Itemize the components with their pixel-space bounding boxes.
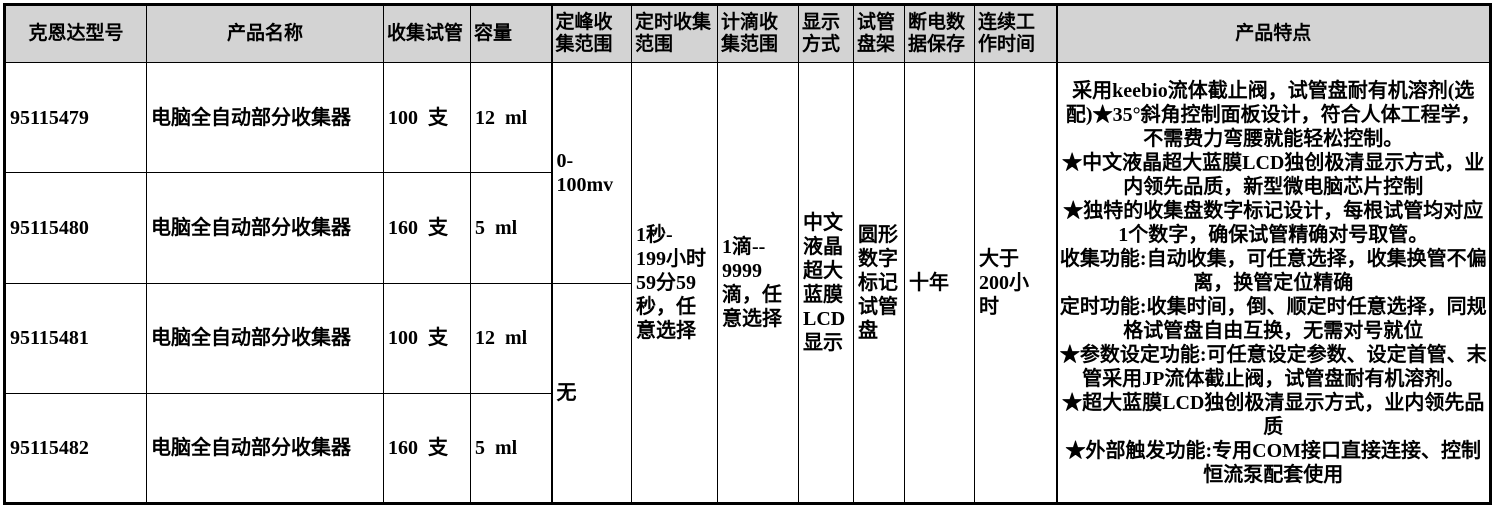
features-cell: 采用keebio流体截止阀，试管盘耐有机溶剂(选配)★35°斜角控制面板设计，符… bbox=[1055, 62, 1491, 504]
tubes-cell: 100 支 bbox=[383, 61, 471, 174]
product-name-cell: 电脑全自动部分收集器 bbox=[146, 392, 384, 505]
tubes-cell: 160 支 bbox=[383, 392, 471, 505]
header-model: 克恩达型号 bbox=[4, 4, 147, 63]
display-mode-cell: 中文 液晶 超大 蓝膜 LCD 显示 bbox=[798, 62, 854, 504]
header-display-mode: 显示方式 bbox=[798, 4, 854, 63]
peak-range-cell-top: 0- 100mv bbox=[550, 62, 632, 284]
header-tube-rack: 试管盘架 bbox=[853, 4, 905, 63]
product-name-cell: 电脑全自动部分收集器 bbox=[146, 61, 384, 174]
tubes-cell: 160 支 bbox=[383, 172, 471, 284]
capacity-cell: 5 ml bbox=[470, 392, 552, 505]
header-timed-range: 定时收集范围 bbox=[631, 4, 718, 63]
drop-range-cell: 1滴-- 9999 滴，任 意选择 bbox=[717, 62, 799, 504]
capacity-cell: 12 ml bbox=[470, 282, 552, 394]
header-data-retention: 断电数据保存 bbox=[904, 4, 975, 63]
model-cell: 95115481 bbox=[4, 282, 147, 394]
tubes-cell: 100 支 bbox=[383, 282, 471, 394]
header-peak-range: 定峰收集范围 bbox=[550, 4, 632, 63]
product-name-cell: 电脑全自动部分收集器 bbox=[146, 172, 384, 284]
model-cell: 95115482 bbox=[4, 392, 147, 505]
peak-range-cell-bottom: 无 bbox=[550, 282, 632, 504]
header-work-time: 连续工作时间 bbox=[974, 4, 1057, 63]
header-features: 产品特点 bbox=[1055, 4, 1491, 63]
tube-rack-cell: 圆形 数字 标记 试管 盘 bbox=[853, 62, 905, 504]
table-row: 95115480 电脑全自动部分收集器 160 支 5 ml bbox=[4, 172, 1491, 284]
header-capacity: 容量 bbox=[470, 4, 552, 63]
data-retention-cell: 十年 bbox=[904, 62, 975, 504]
model-cell: 95115479 bbox=[4, 61, 147, 174]
product-spec-table: 克恩达型号 产品名称 收集试管 容量 定峰收集范围 定时收集范围 计滴收集范围 … bbox=[3, 3, 1492, 505]
table-row: 95115479 电脑全自动部分收集器 100 支 12 ml 0- 100mv… bbox=[4, 61, 1491, 504]
header-product-name: 产品名称 bbox=[146, 4, 384, 63]
model-cell: 95115480 bbox=[4, 172, 147, 284]
table-row: 95115482 电脑全自动部分收集器 160 支 5 ml bbox=[4, 392, 1491, 505]
work-time-cell: 大于 200小 时 bbox=[974, 62, 1057, 504]
capacity-cell: 5 ml bbox=[470, 172, 552, 284]
header-drop-range: 计滴收集范围 bbox=[717, 4, 799, 63]
header-row: 克恩达型号 产品名称 收集试管 容量 定峰收集范围 定时收集范围 计滴收集范围 … bbox=[4, 4, 1491, 63]
header-tubes: 收集试管 bbox=[383, 4, 471, 63]
capacity-cell: 12 ml bbox=[470, 61, 552, 174]
product-name-cell: 电脑全自动部分收集器 bbox=[146, 282, 384, 394]
timed-range-cell: 1秒- 199小时 59分59 秒，任 意选择 bbox=[631, 62, 718, 504]
